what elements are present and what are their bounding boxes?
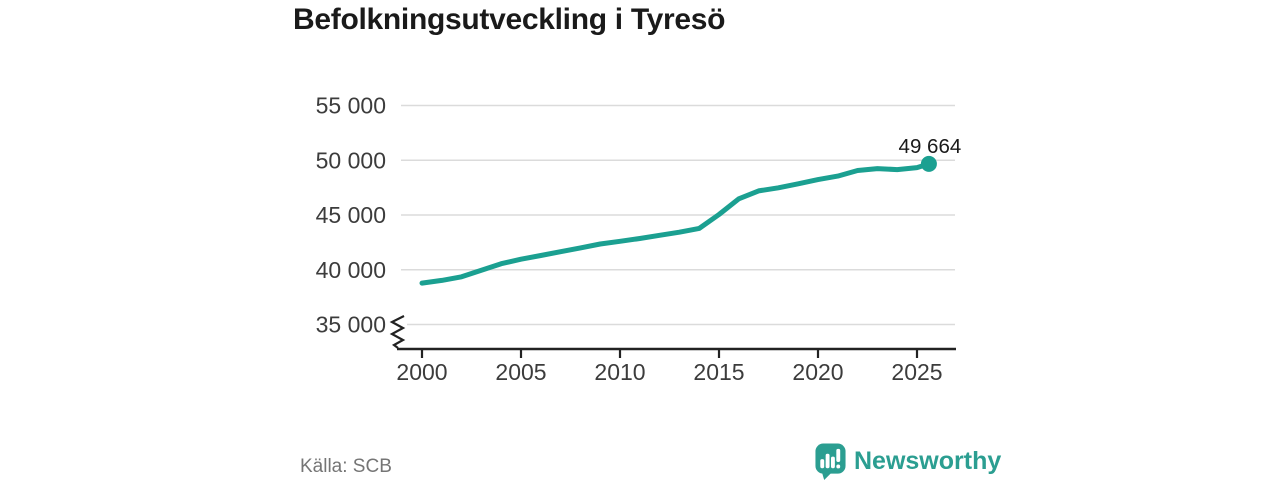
newsworthy-bubble-chart-icon — [815, 443, 846, 480]
source-label: Källa: SCB — [300, 456, 392, 477]
y-axis-tick-label: 45 000 — [316, 202, 386, 228]
x-axis-tick-label: 2005 — [495, 359, 546, 385]
exclamation-dot — [836, 464, 841, 469]
latest-value-label: 49 664 — [899, 135, 962, 158]
y-axis-tick-label: 35 000 — [316, 312, 386, 338]
exclamation-bar — [836, 448, 841, 462]
y-axis-tick-label: 40 000 — [316, 257, 386, 283]
x-axis-tick-label: 2020 — [792, 359, 843, 385]
bubble-tail — [821, 471, 833, 480]
y-axis-tick-label: 55 000 — [316, 93, 386, 119]
bar-1 — [820, 459, 825, 469]
y-axis-break-icon — [389, 315, 406, 349]
newsworthy-logo: Newsworthy — [814, 442, 1001, 480]
x-axis-tick-label: 2000 — [396, 359, 447, 385]
x-axis-tick-label: 2015 — [693, 359, 744, 385]
x-axis-tick-label: 2025 — [891, 359, 942, 385]
y-axis-tick-label: 50 000 — [316, 147, 386, 173]
latest-value-dot — [920, 155, 937, 172]
x-axis-tick-label: 2010 — [594, 359, 645, 385]
population-line-chart: 35 000 40 000 45 000 50 000 55 000 2000 2005 20… — [316, 93, 962, 386]
chart-title: Befolkningsutveckling i Tyresö — [293, 3, 726, 36]
newsworthy-wordmark: Newsworthy — [854, 447, 1002, 475]
bar-3 — [830, 456, 835, 469]
bar-2 — [825, 453, 830, 469]
population-trend-line — [419, 161, 932, 286]
bubble-shape — [815, 443, 846, 474]
